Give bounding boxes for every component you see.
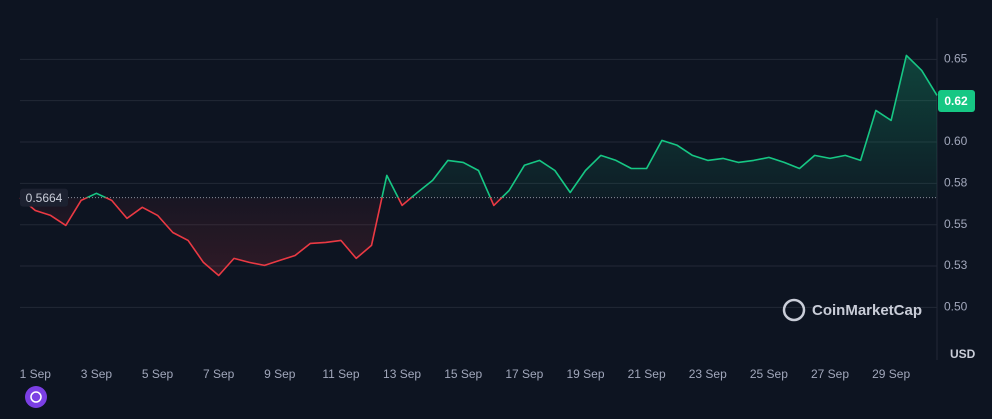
baseline-label: 0.5664: [26, 191, 63, 205]
x-tick-label: 17 Sep: [505, 367, 543, 381]
x-tick-label: 5 Sep: [142, 367, 174, 381]
x-tick-label: 23 Sep: [689, 367, 727, 381]
x-tick-label: 13 Sep: [383, 367, 421, 381]
y-tick-label: 0.58: [944, 176, 968, 190]
history-button[interactable]: [25, 386, 47, 408]
x-tick-label: 29 Sep: [872, 367, 910, 381]
y-tick-label: 0.65: [944, 52, 968, 66]
price-badge: [938, 90, 975, 112]
price-badge-label: 0.62: [944, 94, 968, 108]
history-icon: [30, 391, 42, 403]
x-tick-label: 19 Sep: [566, 367, 604, 381]
x-tick-label: 1 Sep: [20, 367, 52, 381]
y-tick-label: 0.60: [944, 134, 968, 148]
y-unit: USD: [950, 347, 976, 361]
watermark: CoinMarketCap: [782, 298, 922, 322]
baseline-badge: [20, 188, 68, 207]
x-tick-label: 9 Sep: [264, 367, 296, 381]
x-tick-label: 3 Sep: [81, 367, 113, 381]
y-tick-label: 0.55: [944, 217, 968, 231]
y-tick-label: 0.53: [944, 258, 968, 272]
watermark-logo: [782, 298, 806, 322]
y-tick-label: 0.50: [944, 300, 968, 314]
price-line: [19, 54, 938, 277]
x-tick-label: 7 Sep: [203, 367, 235, 381]
x-tick-label: 25 Sep: [750, 367, 788, 381]
x-tick-label: 11 Sep: [322, 367, 359, 381]
watermark-text: CoinMarketCap: [812, 302, 922, 319]
x-tick-label: 15 Sep: [444, 367, 482, 381]
price-area: [20, 55, 937, 276]
x-tick-label: 21 Sep: [628, 367, 666, 381]
x-tick-label: 27 Sep: [811, 367, 849, 381]
